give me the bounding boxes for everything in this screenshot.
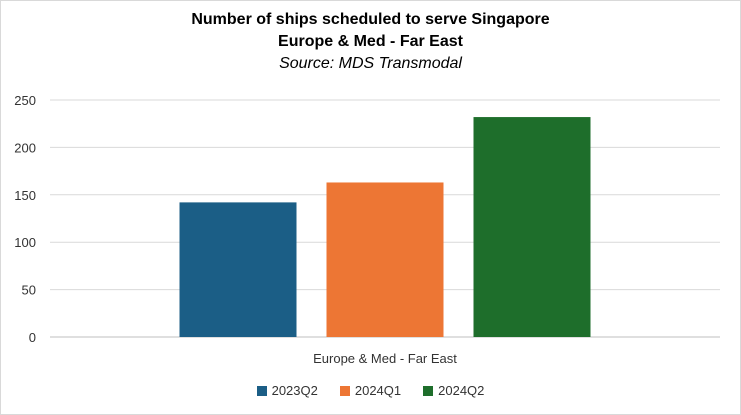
y-tick-label-50: 50: [22, 283, 36, 298]
y-tick-label-250: 250: [14, 93, 36, 108]
chart-title-block: Number of ships scheduled to serve Singa…: [0, 9, 741, 75]
legend-label-2023q2: 2023Q2: [271, 383, 318, 398]
legend-item-2024q1: 2024Q1: [339, 383, 402, 398]
y-tick-label-150: 150: [14, 188, 36, 203]
bar-chart: 0 50 100 150 200 250 Europe & Med - Far East: [14, 93, 720, 366]
legend-item-2024q2: 2024Q2: [423, 383, 484, 398]
legend-swatch-2024q2: [423, 385, 434, 396]
y-tick-label-0: 0: [29, 330, 36, 345]
legend-swatch-2023q2: [256, 385, 267, 396]
chart-subtitle: Europe & Med - Far East: [278, 33, 463, 50]
y-tick-label-200: 200: [14, 140, 36, 155]
chart-legend: 2023Q2 2024Q1 2024Q2: [0, 383, 741, 398]
bar-2024q1: [326, 182, 444, 337]
bar-2024q2: [473, 117, 591, 338]
chart-title: Number of ships scheduled to serve Singa…: [191, 11, 550, 28]
legend-item-2023q2: 2023Q2: [256, 383, 318, 398]
x-category-label: Europe & Med - Far East: [313, 351, 457, 366]
legend-label-2024q2: 2024Q2: [438, 383, 485, 398]
chart-source: Source: MDS Transmodal: [279, 55, 462, 72]
bar-2023q2: [179, 202, 297, 337]
legend-swatch-2024q1: [339, 385, 350, 396]
y-tick-label-100: 100: [14, 235, 36, 250]
legend-label-2024q1: 2024Q1: [354, 383, 402, 398]
